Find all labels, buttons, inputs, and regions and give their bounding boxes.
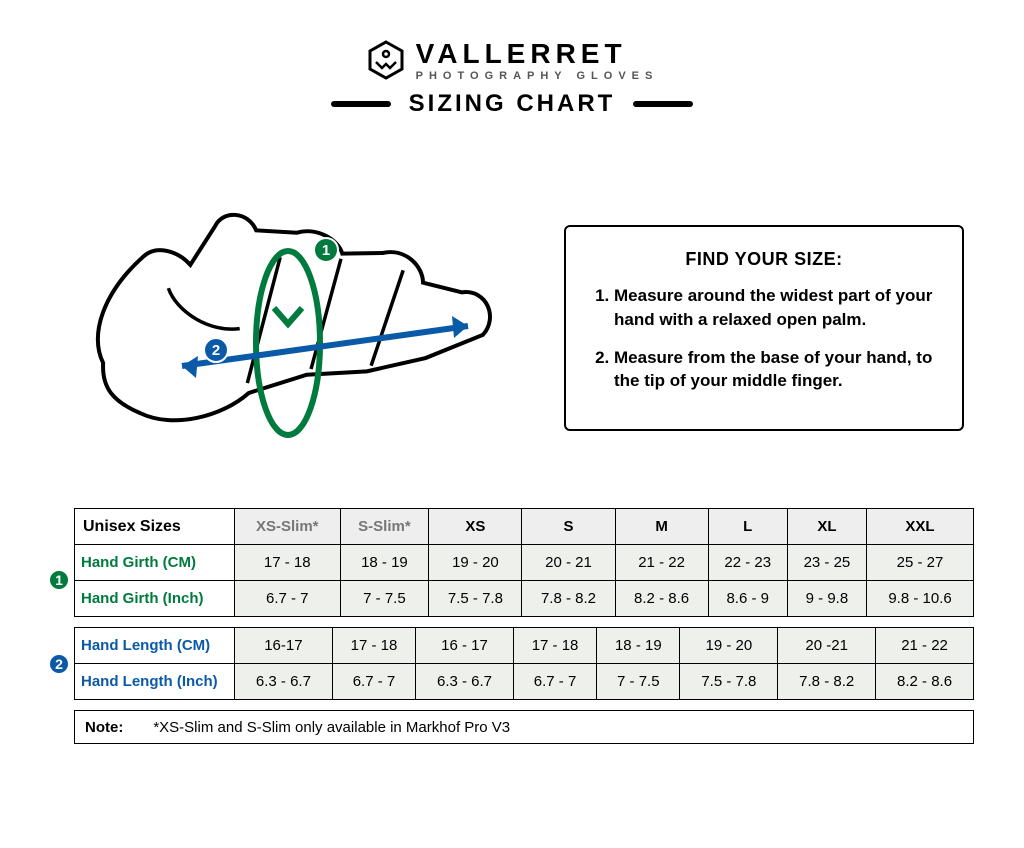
cell: 6.7 - 7 bbox=[235, 581, 341, 617]
size-col: XS bbox=[429, 509, 522, 545]
cell: 6.7 - 7 bbox=[332, 664, 415, 700]
cell: 9 - 9.8 bbox=[787, 581, 866, 617]
title-bar-right bbox=[633, 101, 693, 107]
cell: 17 - 18 bbox=[235, 545, 341, 581]
note-label: Note: bbox=[85, 719, 123, 736]
note-box: Note: *XS-Slim and S-Slim only available… bbox=[74, 710, 974, 744]
cell: 20 -21 bbox=[778, 628, 876, 664]
brand-name: VALLERRET bbox=[416, 38, 627, 70]
cell: 21 - 22 bbox=[615, 545, 708, 581]
instructions-title: FIND YOUR SIZE: bbox=[592, 249, 936, 270]
size-col: L bbox=[708, 509, 787, 545]
size-col: M bbox=[615, 509, 708, 545]
length-table-wrap: 2 Hand Length (CM) 16-17 17 - 18 16 - 17… bbox=[50, 627, 974, 700]
cell: 21 - 22 bbox=[876, 628, 974, 664]
row-label: Hand Length (CM) bbox=[75, 628, 235, 664]
title-row: SIZING CHART bbox=[0, 90, 1024, 118]
brand-subtitle: PHOTOGRAPHY GLOVES bbox=[416, 70, 659, 82]
size-col: XS-Slim* bbox=[235, 509, 341, 545]
cell: 17 - 18 bbox=[332, 628, 415, 664]
cell: 7 - 7.5 bbox=[340, 581, 429, 617]
sizing-table-length: Hand Length (CM) 16-17 17 - 18 16 - 17 1… bbox=[74, 627, 974, 700]
size-col: XL bbox=[787, 509, 866, 545]
cell: 18 - 19 bbox=[340, 545, 429, 581]
size-col: XXL bbox=[867, 509, 974, 545]
table-row: Hand Length (CM) 16-17 17 - 18 16 - 17 1… bbox=[75, 628, 974, 664]
cell: 19 - 20 bbox=[680, 628, 778, 664]
title-bar-left bbox=[331, 101, 391, 107]
girth-badge-icon: 1 bbox=[48, 569, 70, 591]
sizing-table-girth: Unisex Sizes XS-Slim* S-Slim* XS S M L X… bbox=[74, 508, 974, 617]
cell: 6.3 - 6.7 bbox=[235, 664, 333, 700]
sizes-header-cell: Unisex Sizes bbox=[75, 509, 235, 545]
cell: 8.6 - 9 bbox=[708, 581, 787, 617]
cell: 8.2 - 8.6 bbox=[876, 664, 974, 700]
row-label: Hand Girth (CM) bbox=[75, 545, 235, 581]
table-row: Hand Length (Inch) 6.3 - 6.7 6.7 - 7 6.3… bbox=[75, 664, 974, 700]
instructions-list: Measure around the widest part of your h… bbox=[592, 284, 936, 393]
girth-table-wrap: 1 Unisex Sizes XS-Slim* S-Slim* XS S M L… bbox=[50, 508, 974, 617]
cell: 6.3 - 6.7 bbox=[416, 664, 514, 700]
size-col: S-Slim* bbox=[340, 509, 429, 545]
header: VALLERRET PHOTOGRAPHY GLOVES SIZING CHAR… bbox=[0, 0, 1024, 118]
hand-diagram: 1 2 bbox=[60, 178, 500, 478]
svg-text:2: 2 bbox=[212, 342, 220, 359]
note-text: *XS-Slim and S-Slim only available in Ma… bbox=[153, 719, 510, 736]
table-row: Hand Girth (CM) 17 - 18 18 - 19 19 - 20 … bbox=[75, 545, 974, 581]
brand-text: VALLERRET PHOTOGRAPHY GLOVES bbox=[416, 38, 659, 82]
cell: 18 - 19 bbox=[597, 628, 680, 664]
instructions-box: FIND YOUR SIZE: Measure around the wides… bbox=[564, 225, 964, 431]
row-label: Hand Girth (Inch) bbox=[75, 581, 235, 617]
logo-row: VALLERRET PHOTOGRAPHY GLOVES bbox=[0, 38, 1024, 82]
cell: 16 - 17 bbox=[416, 628, 514, 664]
length-badge-icon: 2 bbox=[48, 653, 70, 675]
tables-section: 1 Unisex Sizes XS-Slim* S-Slim* XS S M L… bbox=[0, 508, 1024, 744]
size-header-row: Unisex Sizes XS-Slim* S-Slim* XS S M L X… bbox=[75, 509, 974, 545]
chart-title: SIZING CHART bbox=[409, 90, 616, 118]
mid-section: 1 2 FIND YOUR SIZE: Measure around the w… bbox=[0, 118, 1024, 508]
cell: 7 - 7.5 bbox=[597, 664, 680, 700]
instruction-item: Measure around the widest part of your h… bbox=[614, 284, 936, 332]
cell: 7.8 - 8.2 bbox=[522, 581, 615, 617]
size-col: S bbox=[522, 509, 615, 545]
cell: 16-17 bbox=[235, 628, 333, 664]
cell: 22 - 23 bbox=[708, 545, 787, 581]
cell: 7.5 - 7.8 bbox=[680, 664, 778, 700]
cell: 20 - 21 bbox=[522, 545, 615, 581]
cell: 7.5 - 7.8 bbox=[429, 581, 522, 617]
svg-text:1: 1 bbox=[322, 242, 330, 259]
row-label: Hand Length (Inch) bbox=[75, 664, 235, 700]
cell: 23 - 25 bbox=[787, 545, 866, 581]
cell: 25 - 27 bbox=[867, 545, 974, 581]
cell: 6.7 - 7 bbox=[513, 664, 596, 700]
table-row: Hand Girth (Inch) 6.7 - 7 7 - 7.5 7.5 - … bbox=[75, 581, 974, 617]
cell: 17 - 18 bbox=[513, 628, 596, 664]
cell: 19 - 20 bbox=[429, 545, 522, 581]
cell: 7.8 - 8.2 bbox=[778, 664, 876, 700]
brand-logo-icon bbox=[366, 40, 406, 80]
cell: 9.8 - 10.6 bbox=[867, 581, 974, 617]
cell: 8.2 - 8.6 bbox=[615, 581, 708, 617]
instruction-item: Measure from the base of your hand, to t… bbox=[614, 346, 936, 394]
